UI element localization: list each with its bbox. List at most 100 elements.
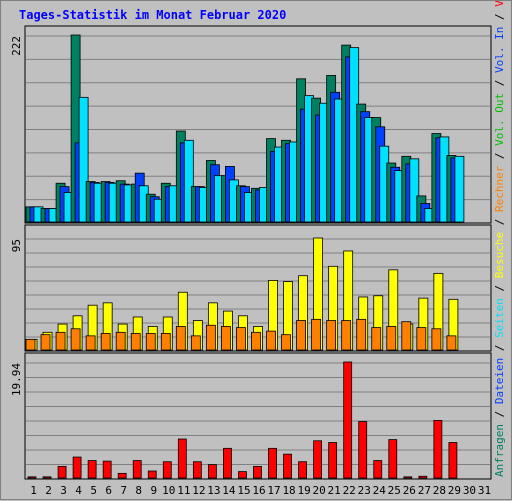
bar-seiten-day-11 (183, 139, 194, 223)
bar-volumen-day-11 (177, 438, 187, 479)
bar-rechner-day-4 (70, 328, 81, 351)
bar-volumen-day-5 (87, 460, 97, 479)
bar-seiten-day-4 (78, 96, 89, 223)
bar-volumen-day-19 (298, 461, 307, 479)
bar-volumen-day-27 (418, 475, 428, 479)
bar-rechner-day-24 (371, 327, 382, 351)
bar-rechner-day-6 (100, 333, 111, 351)
legend-entry: Vol. In (493, 27, 506, 73)
y-max-label-visits: 95 (10, 239, 23, 252)
x-tick-label-day-4: 4 (75, 484, 82, 497)
x-tick-label-day-31: 31 (478, 484, 491, 497)
bar-volumen-day-4 (72, 456, 82, 479)
x-tick-label-day-18: 18 (282, 484, 295, 497)
x-tick-label-day-30: 30 (463, 484, 476, 497)
legend-entry: / (493, 212, 506, 232)
bar-volumen-day-14 (223, 447, 232, 479)
bar-volumen-day-9 (147, 470, 157, 479)
x-tick-label-day-26: 26 (403, 484, 416, 497)
right-legend: Anfragen / Dateien / Seiten / Besuche / … (493, 1, 506, 477)
x-tick-label-day-9: 9 (150, 484, 157, 497)
bar-volumen-day-13 (207, 464, 217, 479)
bar-rechner-day-29 (446, 335, 457, 351)
x-tick-label-day-22: 22 (343, 484, 356, 497)
bar-rechner-day-22 (341, 320, 352, 351)
legend-entry: / (493, 73, 506, 93)
bar-rechner-day-2 (40, 334, 51, 351)
bar-rechner-day-8 (130, 333, 141, 351)
x-tick-label-day-2: 2 (45, 484, 52, 497)
panels-layer (24, 25, 492, 480)
bar-rechner-day-5 (85, 335, 96, 351)
bar-rechner-day-9 (145, 333, 156, 351)
bar-volumen-day-12 (192, 461, 202, 479)
bar-volumen-day-16 (253, 465, 262, 479)
bar-volumen-day-21 (328, 442, 338, 479)
x-tick-label-day-21: 21 (328, 484, 341, 497)
plot-panel-volume (24, 352, 492, 480)
legend-entry: / (493, 146, 506, 166)
x-tick-label-day-29: 29 (448, 484, 461, 497)
bar-volumen-day-22 (343, 361, 353, 479)
bar-volumen-day-10 (162, 461, 172, 479)
x-tick-label-day-27: 27 (418, 484, 431, 497)
bar-volumen-day-18 (283, 453, 292, 479)
bar-volumen-day-25 (388, 439, 398, 479)
bars-layer (25, 34, 465, 479)
x-tick-label-day-7: 7 (120, 484, 127, 497)
bar-volumen-day-15 (238, 471, 247, 479)
x-tick-label-day-6: 6 (105, 484, 112, 497)
x-tick-label-day-3: 3 (60, 484, 67, 497)
bar-volumen-day-8 (132, 460, 142, 479)
x-tick-label-day-13: 13 (207, 484, 220, 497)
legend-entry: Vol. Out (493, 93, 506, 146)
legend-entry: Besuche (493, 232, 506, 278)
chart-title: Tages-Statistik im Monat Februar 2020 (19, 8, 287, 22)
y-max-label-hits: 222 (10, 36, 23, 56)
x-tick-label-day-19: 19 (297, 484, 310, 497)
legend-entry: / (493, 278, 506, 298)
bar-volumen-day-6 (102, 460, 112, 479)
x-tick-label-day-25: 25 (388, 484, 401, 497)
legend-entry: / (493, 7, 506, 27)
legend-entry: / (493, 338, 506, 358)
bar-volumen-day-20 (313, 440, 323, 479)
bar-rechner-day-27 (416, 327, 427, 351)
bar-volumen-day-24 (373, 460, 383, 479)
bar-volumen-day-26 (403, 476, 413, 479)
x-tick-label-day-17: 17 (267, 484, 280, 497)
bar-rechner-day-21 (326, 320, 337, 351)
bar-volumen-day-2 (42, 476, 52, 479)
bar-rechner-day-20 (311, 318, 322, 351)
bar-volumen-day-7 (117, 472, 127, 479)
x-tick-label-day-12: 12 (192, 484, 205, 497)
bar-rechner-day-15 (236, 327, 246, 351)
bar-volumen-day-29 (448, 442, 458, 479)
legend-entry: Rechner (493, 165, 506, 212)
legend-entry: / (493, 404, 506, 424)
legend-entry: Dateien (493, 358, 506, 404)
legend-entry: Volumen (493, 1, 506, 7)
bar-rechner-day-12 (190, 335, 201, 351)
bar-volumen-day-1 (27, 476, 37, 479)
x-tick-label-day-10: 10 (162, 484, 175, 497)
bar-rechner-day-19 (296, 320, 306, 351)
bar-rechner-day-11 (175, 326, 186, 351)
x-tick-label-day-24: 24 (373, 484, 387, 497)
bar-seiten-day-29 (454, 155, 465, 223)
bar-rechner-day-16 (251, 331, 261, 351)
bar-volumen-day-28 (433, 420, 443, 479)
bar-rechner-day-23 (356, 318, 367, 351)
bar-rechner-day-10 (160, 333, 171, 351)
x-tick-label-day-8: 8 (135, 484, 142, 497)
bar-rechner-day-13 (205, 324, 216, 351)
x-tick-label-day-16: 16 (252, 484, 265, 497)
bar-volumen-day-23 (358, 421, 368, 479)
x-tick-label-day-15: 15 (237, 484, 250, 497)
x-tick-label-day-28: 28 (433, 484, 446, 497)
bar-rechner-day-26 (401, 321, 412, 351)
bar-rechner-day-17 (266, 330, 276, 351)
bar-rechner-day-14 (221, 326, 231, 351)
